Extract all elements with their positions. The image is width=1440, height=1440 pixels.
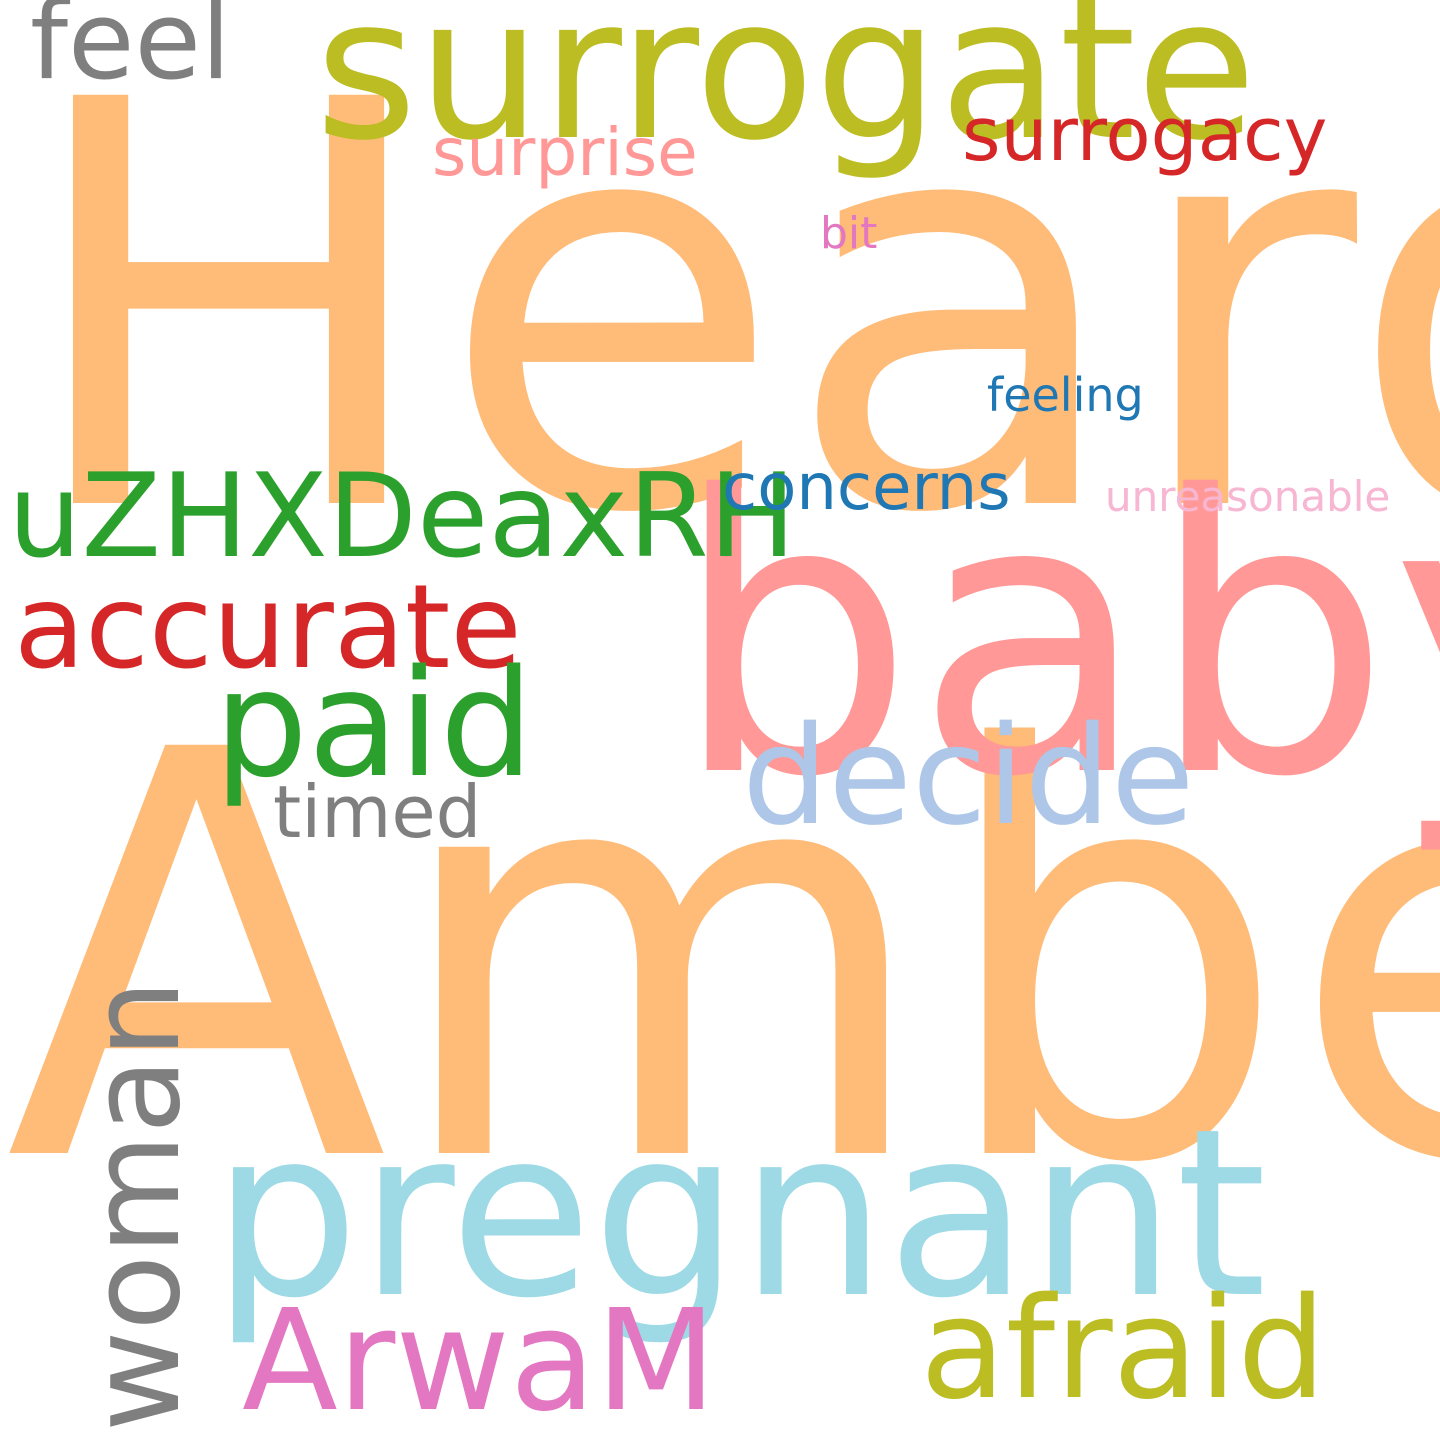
word-baby: baby xyxy=(672,416,1440,861)
word-concerns: concerns xyxy=(722,451,1011,525)
word-amber: Amber xyxy=(5,634,1440,1286)
word-surrogate: surrogate xyxy=(315,0,1257,184)
word-afraid: afraid xyxy=(920,1268,1327,1431)
word-bit: bit xyxy=(820,208,878,259)
word-unreasonable: unreasonable xyxy=(1105,472,1391,521)
word-surprise: surprise xyxy=(432,114,698,191)
word-timed: timed xyxy=(273,770,482,854)
word-accurate: accurate xyxy=(14,560,522,695)
word-decide: decide xyxy=(742,698,1195,856)
word-feeling: feeling xyxy=(987,368,1144,422)
word-heard: Heard xyxy=(18,0,1440,636)
word-uzhxdeaxrh: uZHXDeaxRH xyxy=(8,449,796,584)
word-woman: woman xyxy=(64,979,208,1432)
word-surrogacy: surrogacy xyxy=(962,92,1328,178)
word-pregnant: pregnant xyxy=(212,1079,1267,1349)
word-feel: feel xyxy=(30,0,231,104)
word-arwam: ArwaM xyxy=(242,1280,717,1440)
word-paid: paid xyxy=(214,638,534,810)
